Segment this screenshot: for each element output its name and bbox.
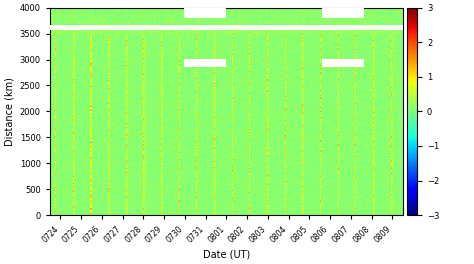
Bar [50,25,402,30]
Bar [321,8,364,18]
Bar [184,59,226,67]
X-axis label: Date (UT): Date (UT) [202,250,250,260]
Bar [321,59,364,67]
Y-axis label: Distance (km): Distance (km) [4,77,14,146]
Bar [184,8,226,18]
